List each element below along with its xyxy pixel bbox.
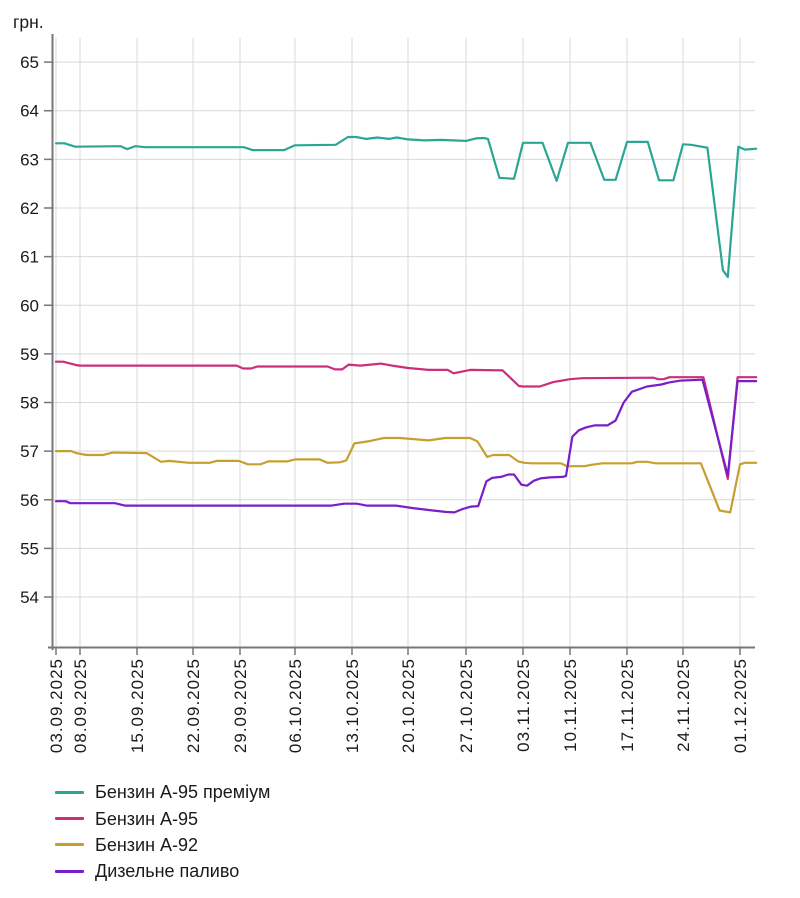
legend-item-benzin-a92: Бензин А-92 [55, 832, 270, 858]
x-axis-tick-label: 20.10.2025 [399, 658, 418, 753]
axis-labels: 54 55 56 57 58 59 60 61 62 63 64 65 03.09.2025 08.09.… [20, 53, 750, 753]
y-axis-title: грн. [13, 12, 44, 32]
y-axis-tick-label: 59 [20, 345, 39, 364]
axes [44, 34, 755, 655]
x-axis-tick-label: 06.10.2025 [286, 658, 305, 753]
y-axis-tick-label: 54 [20, 588, 39, 607]
y-axis-tick-label: 61 [20, 248, 39, 267]
y-axis-tick-label: 62 [20, 199, 39, 218]
series-line-0 [54, 135, 758, 279]
legend: Бензин А-95 преміум Бензин А-95 Бензин А… [55, 779, 270, 885]
legend-label: Бензин А-92 [95, 834, 199, 855]
series-line-2 [54, 436, 758, 514]
y-axis-tick-label: 60 [20, 296, 39, 315]
x-axis-tick-label: 29.09.2025 [231, 658, 250, 753]
legend-label: Бензин А-95 преміум [95, 782, 271, 803]
series-line-1 [54, 360, 758, 480]
legend-swatch-benzin-a92 [55, 843, 84, 847]
x-axis-tick-label: 13.10.2025 [343, 658, 362, 753]
grid-lines [53, 38, 755, 647]
x-axis-tick-label: 15.09.2025 [128, 658, 147, 753]
x-axis-tick-label: 22.09.2025 [184, 658, 203, 753]
x-axis-tick-label: 01.12.2025 [731, 658, 750, 753]
legend-label: Бензин А-95 [95, 808, 199, 829]
x-axis-tick-label: 03.11.2025 [514, 658, 533, 752]
y-axis-tick-label: 63 [20, 150, 39, 169]
legend-swatch-dyzelne-palyvo [55, 869, 84, 873]
y-axis-tick-label: 58 [20, 394, 39, 413]
y-axis-tick-label: 55 [20, 539, 39, 558]
legend-label: Дизельне паливо [95, 861, 240, 882]
x-axis-tick-label: 17.11.2025 [618, 658, 637, 752]
chart-canvas: грн. 54 55 56 57 58 59 60 61 62 63 64 65 03.09.2025 0… [13, 12, 758, 753]
y-axis-tick-label: 64 [20, 102, 39, 121]
series-line-3 [54, 378, 758, 514]
legend-item-benzin-a95: Бензин А-95 [55, 805, 270, 831]
legend-item-benzin-a95-premium: Бензин А-95 преміум [55, 779, 270, 805]
x-axis-tick-label: 10.11.2025 [561, 658, 580, 752]
x-axis-tick-label: 03.09.2025 [47, 658, 66, 753]
x-axis-tick-label: 08.09.2025 [71, 658, 90, 753]
legend-swatch-benzin-a95 [55, 817, 84, 821]
y-axis-tick-label: 56 [20, 491, 39, 510]
x-axis-tick-label: 24.11.2025 [674, 658, 693, 752]
legend-swatch-benzin-a95-premium [55, 790, 84, 794]
y-axis-tick-label: 65 [20, 53, 39, 72]
legend-item-dyzelne-palyvo: Дизельне паливо [55, 858, 270, 884]
y-axis-tick-label: 57 [20, 442, 39, 461]
x-axis-tick-label: 27.10.2025 [457, 658, 476, 753]
series-lines [54, 135, 758, 514]
